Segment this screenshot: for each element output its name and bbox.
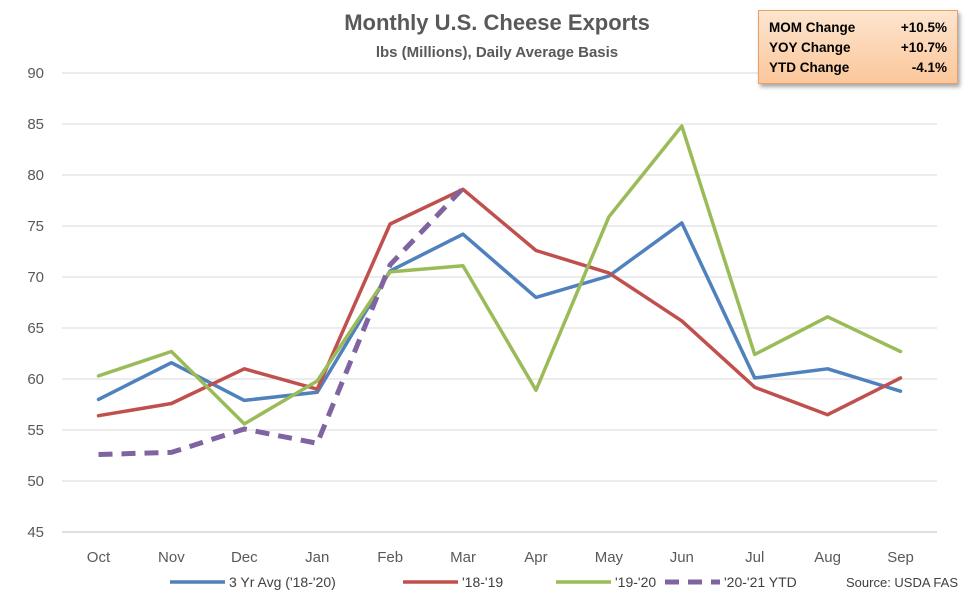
stat-value: +10.5%	[900, 20, 947, 35]
legend-label: 3 Yr Avg ('18-'20)	[229, 574, 336, 590]
stat-label: YOY Change	[769, 40, 851, 55]
legend-label: '20-'21 YTD	[724, 574, 797, 590]
x-tick-label: Jun	[670, 549, 694, 566]
x-tick-label: May	[595, 549, 624, 566]
legend: 3 Yr Avg ('18-'20) '18-'19 '19-'20 '20-'21 …	[170, 574, 797, 590]
chart-subtitle: lbs (Millions), Daily Average Basis	[376, 44, 618, 61]
stat-label: YTD Change	[769, 60, 850, 75]
x-tick-label: Jul	[745, 549, 764, 566]
x-tick-label: Apr	[524, 549, 547, 566]
chart-title: Monthly U.S. Cheese Exports	[344, 10, 650, 35]
x-tick-label: Aug	[814, 549, 841, 566]
series-line	[96, 221, 903, 403]
y-tick-label: 60	[27, 371, 44, 388]
x-tick-label: Jan	[305, 549, 329, 566]
change-stats-box: MOM Change +10.5% YOY Change +10.7% YTD …	[758, 10, 958, 84]
y-tick-label: 50	[27, 473, 44, 490]
legend-label: '18-'19	[462, 574, 503, 590]
x-axis-ticks: Oct Nov Dec Jan Feb Mar Apr May Jun Jul Aug Sep	[87, 549, 914, 566]
y-tick-label: 70	[27, 269, 44, 286]
x-tick-label: Oct	[87, 549, 111, 566]
y-tick-label: 85	[27, 116, 44, 133]
series-line	[96, 187, 903, 418]
series-line	[96, 124, 903, 426]
y-tick-label: 75	[27, 218, 44, 235]
series-lines	[96, 124, 903, 457]
x-tick-label: Mar	[450, 549, 476, 566]
stat-label: MOM Change	[769, 20, 856, 35]
series-line	[98, 186, 465, 457]
y-tick-label: 55	[27, 422, 44, 439]
y-tick-label: 80	[27, 167, 44, 184]
x-tick-label: Nov	[158, 549, 185, 566]
source-note: Source: USDA FAS	[846, 575, 958, 590]
y-tick-label: 65	[27, 320, 44, 337]
stat-row-ytd: YTD Change -4.1%	[769, 58, 947, 78]
y-tick-label: 90	[27, 65, 44, 82]
stat-row-yoy: YOY Change +10.7%	[769, 38, 947, 58]
legend-label: '19-'20	[615, 574, 656, 590]
stat-value: -4.1%	[911, 60, 947, 75]
gridlines	[62, 72, 937, 533]
x-tick-label: Dec	[231, 549, 258, 566]
x-tick-label: Feb	[377, 549, 403, 566]
stat-row-mom: MOM Change +10.5%	[769, 18, 947, 38]
stat-value: +10.7%	[900, 40, 947, 55]
x-tick-label: Sep	[887, 549, 914, 566]
y-tick-label: 45	[27, 524, 44, 541]
y-axis-ticks: 45 50 55 60 65 70 75 80 85 90	[27, 65, 44, 541]
